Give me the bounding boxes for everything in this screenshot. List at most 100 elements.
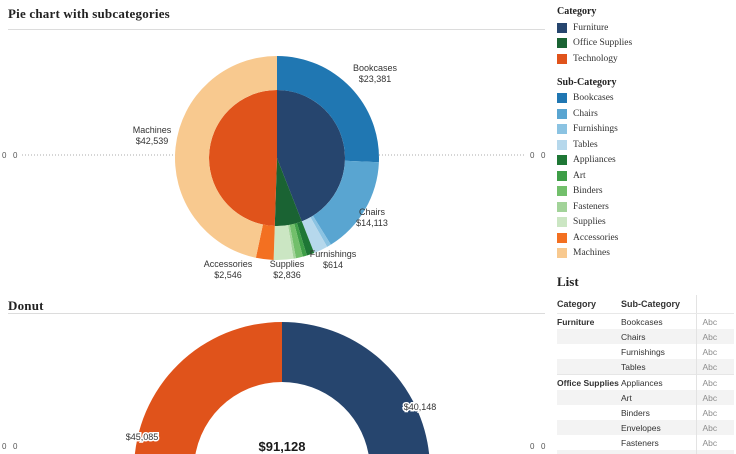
list-row-furnishings[interactable]: Furnishings Abc — [557, 344, 734, 359]
side-panel: Category Furniture Office Supplies Technol… — [557, 0, 736, 454]
cell-value[interactable]: Abc — [695, 313, 734, 329]
donut-value-label: $40,148 — [404, 402, 437, 412]
cell-subcategory[interactable]: Labels — [621, 450, 696, 454]
cell-subcategory[interactable]: Furnishings — [621, 347, 665, 357]
cell-value[interactable]: Abc — [695, 329, 734, 344]
pie-category-slice-office-supplies[interactable] — [274, 158, 302, 226]
donut-slice-furniture[interactable] — [282, 322, 430, 454]
legend-item-bookcases[interactable]: Bookcases — [557, 91, 736, 107]
legend-item-fasteners[interactable]: Fasteners — [557, 199, 736, 215]
machines-swatch-icon — [557, 248, 567, 259]
cell-subcategory[interactable]: Chairs — [621, 329, 696, 344]
cell-category[interactable]: Office Supplies — [557, 374, 621, 390]
pie-subcategory-slice-chairs[interactable] — [312, 160, 379, 245]
pie-subcategory-slice-binders[interactable] — [289, 223, 303, 259]
cell-subcategory[interactable]: Art — [621, 390, 696, 405]
sheet-divider — [8, 29, 545, 30]
legend-label: Bookcases — [573, 93, 614, 104]
donut-slice-technology[interactable] — [134, 322, 282, 454]
cell-value[interactable]: Abc — [695, 450, 734, 454]
list-row-tables[interactable]: Tables Abc — [557, 359, 734, 375]
cell-category[interactable] — [557, 435, 621, 450]
list-row-binders[interactable]: Binders Abc — [557, 405, 734, 420]
cell-category[interactable]: Furniture — [557, 317, 595, 327]
cell-subcategory[interactable]: Fasteners — [621, 438, 659, 448]
furnishings-swatch-icon — [557, 124, 567, 135]
art-swatch-icon — [557, 170, 567, 181]
list-title: List — [557, 274, 579, 289]
list-row-chairs[interactable]: Chairs Abc — [557, 329, 734, 344]
col-header-sub-category: Sub-Category — [621, 295, 696, 314]
legend-item-chairs[interactable]: Chairs — [557, 106, 736, 122]
axis-tick: 0 — [541, 442, 546, 451]
legend-label: Accessories — [573, 232, 619, 243]
legend-item-binders[interactable]: Binders — [557, 184, 736, 200]
cell-category[interactable] — [557, 329, 621, 344]
legend-item-appliances[interactable]: Appliances — [557, 153, 736, 169]
cell-category[interactable] — [557, 405, 621, 420]
list-row-fasteners[interactable]: Fasteners Abc — [557, 435, 734, 450]
cell-category[interactable] — [557, 359, 621, 375]
category-legend-items: Furniture Office Supplies Technology — [557, 20, 736, 67]
pie-category-slice-technology[interactable] — [209, 90, 277, 226]
cell-value[interactable]: Abc — [695, 344, 734, 359]
list-row-appliances[interactable]: Office Supplies Appliances Abc — [557, 374, 734, 390]
axis-tick: 0 — [2, 151, 7, 160]
pie-subcategory-slice-furnishings[interactable] — [310, 215, 331, 247]
pie-label-machines: $42,539 — [136, 136, 169, 146]
cell-value[interactable]: Abc — [695, 420, 734, 435]
cell-value[interactable]: Abc — [695, 435, 734, 450]
cell-value[interactable]: Abc — [695, 390, 734, 405]
cell-value[interactable]: Abc — [695, 405, 734, 420]
list-header-row: Category Sub-Category — [557, 295, 734, 314]
cell-subcategory[interactable]: Tables — [621, 359, 696, 375]
legend-item-furnishings[interactable]: Furnishings — [557, 122, 736, 138]
cell-category[interactable] — [557, 420, 621, 435]
cell-category[interactable] — [557, 344, 621, 359]
legend-item-furniture[interactable]: Furniture — [557, 20, 736, 36]
legend-label: Art — [573, 170, 586, 181]
list-row-envelopes[interactable]: Envelopes Abc — [557, 420, 734, 435]
legend-item-technology[interactable]: Technology — [557, 51, 736, 67]
legend-label: Binders — [573, 186, 603, 197]
pie-label-supplies: Supplies — [270, 259, 305, 269]
legend-label: Chairs — [573, 108, 598, 119]
subcategory-legend-items: Bookcases Chairs Furnishings Tables Applianc… — [557, 91, 736, 262]
legend-item-accessories[interactable]: Accessories — [557, 230, 736, 246]
legend-label: Tables — [573, 139, 598, 150]
legend-item-office-supplies[interactable]: Office Supplies — [557, 36, 736, 52]
donut-center-total: $91,128 — [259, 439, 306, 454]
pie-label-supplies: $2,836 — [273, 270, 301, 280]
pie-subcategory-slice-supplies[interactable] — [273, 225, 294, 260]
pie-subcategory-slice-art[interactable] — [294, 223, 307, 257]
pie-subcategory-slice-machines[interactable] — [174, 56, 277, 258]
cell-subcategory[interactable]: Envelopes — [621, 420, 696, 435]
cell-category[interactable] — [557, 450, 621, 454]
pie-label-furnishings: Furnishings — [310, 249, 357, 259]
pie-label-accessories: Accessories — [204, 259, 253, 269]
legend-item-tables[interactable]: Tables — [557, 137, 736, 153]
axis-tick: 0 — [530, 442, 535, 451]
pie-category-slice-furniture[interactable] — [277, 90, 345, 222]
legend-label: Furniture — [573, 22, 609, 33]
pie-subcategory-slice-fasteners[interactable] — [288, 224, 296, 259]
list-row-bookcases[interactable]: Furniture Bookcases Abc — [557, 313, 734, 329]
legend-item-machines[interactable]: Machines — [557, 246, 736, 262]
pie-subcategory-slice-bookcases[interactable] — [277, 56, 380, 163]
list-row-labels[interactable]: LabelsAbc — [557, 450, 734, 454]
legend-item-art[interactable]: Art — [557, 168, 736, 184]
tables-swatch-icon — [557, 139, 567, 150]
pie-subcategory-slice-appliances[interactable] — [296, 221, 315, 256]
axis-tick: 0 — [530, 151, 535, 160]
pie-subcategory-slice-accessories[interactable] — [255, 224, 275, 260]
cell-subcategory[interactable]: Appliances — [621, 374, 696, 390]
cell-value[interactable]: Abc — [695, 359, 734, 375]
legend-item-supplies[interactable]: Supplies — [557, 215, 736, 231]
pie-label-bookcases: $23,381 — [359, 74, 392, 84]
list-row-art[interactable]: Art Abc — [557, 390, 734, 405]
cell-subcategory[interactable]: Bookcases — [621, 317, 663, 327]
cell-category[interactable] — [557, 390, 621, 405]
cell-subcategory[interactable]: Binders — [621, 408, 650, 418]
pie-subcategory-slice-tables[interactable] — [301, 217, 328, 253]
cell-value[interactable]: Abc — [695, 374, 734, 390]
